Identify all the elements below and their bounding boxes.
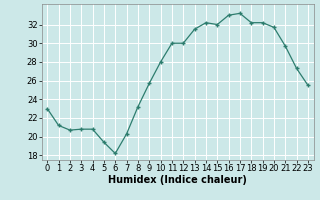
X-axis label: Humidex (Indice chaleur): Humidex (Indice chaleur) bbox=[108, 175, 247, 185]
